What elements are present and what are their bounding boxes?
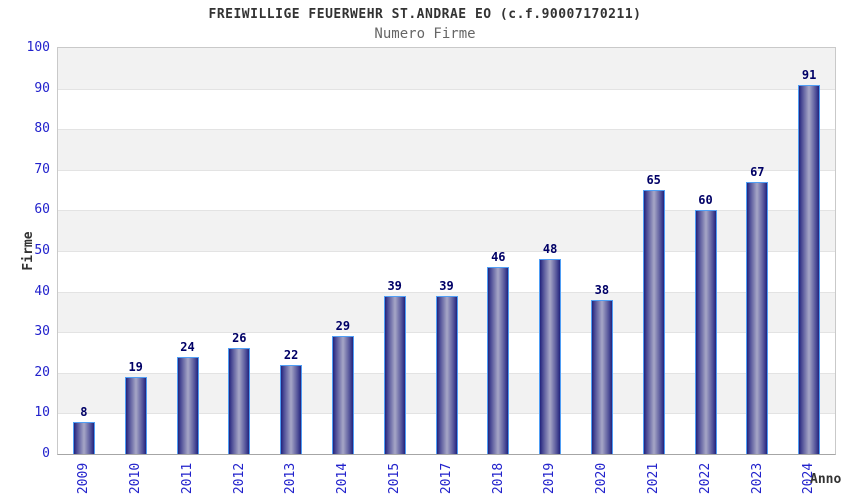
x-tick: 2015	[373, 457, 417, 499]
bar-2009	[72, 421, 95, 454]
x-tick: 2019	[528, 457, 572, 499]
x-tick-label: 2014	[335, 462, 351, 494]
bar-2024	[798, 84, 821, 454]
bar-2017	[435, 295, 458, 454]
bar-value-label: 26	[232, 331, 247, 346]
x-tick-label: 2018	[490, 462, 506, 494]
y-tick-label: 50	[34, 243, 50, 258]
grid-band	[58, 48, 835, 89]
grid-band	[58, 169, 835, 211]
bar-2023	[746, 181, 769, 454]
y-tick-label: 0	[42, 446, 50, 461]
x-tick: 2010	[114, 457, 158, 499]
x-tick-label: 2020	[594, 462, 610, 494]
chart-subtitle: Numero Firme	[374, 26, 476, 42]
x-axis-title: Anno	[810, 472, 842, 487]
x-tick-label: 2022	[698, 462, 713, 494]
x-tick: 2023	[735, 457, 779, 499]
x-tick: 2011	[166, 457, 210, 499]
plot-area: 8 19 24 26 22 29 39 39 46 48 38 65 60 67 91	[57, 47, 836, 455]
x-tick: 2020	[580, 457, 624, 499]
x-tick-label: 2013	[283, 462, 299, 494]
y-tick-label: 80	[34, 121, 50, 137]
x-tick: 2014	[321, 457, 365, 499]
bar-value-label: 24	[180, 339, 195, 354]
x-tick: 2018	[476, 457, 520, 499]
y-tick-label: 90	[34, 80, 50, 96]
bar-value-label: 60	[698, 193, 713, 208]
bar-value-label: 39	[387, 278, 402, 293]
bar-2022	[694, 210, 717, 454]
grid-band	[58, 210, 835, 251]
x-tick: 2021	[632, 457, 676, 499]
bar-2021	[642, 190, 665, 454]
y-tick-label: 20	[34, 364, 50, 380]
bar-value-label: 48	[542, 242, 558, 257]
bar-value-label: 46	[491, 250, 506, 265]
x-tick-label: 2021	[646, 462, 662, 494]
y-tick-label: 40	[34, 283, 50, 299]
bar-value-label: 22	[283, 347, 299, 362]
y-tick-label: 70	[34, 161, 50, 177]
x-tick-label: 2015	[387, 462, 403, 494]
x-tick-label: 2019	[542, 462, 558, 494]
x-tick: 2022	[684, 457, 728, 499]
x-tick-label: 2009	[76, 462, 92, 494]
bar-2011	[176, 356, 199, 454]
grid-band	[58, 88, 835, 130]
bar-2018	[487, 267, 510, 454]
bar-2012	[228, 348, 251, 454]
x-tick: 2012	[217, 457, 261, 499]
bar-value-label: 39	[439, 278, 454, 293]
bar-2015	[383, 295, 406, 454]
bar-2014	[331, 336, 354, 454]
x-tick-label: 2011	[180, 462, 195, 494]
bar-value-label: 38	[594, 282, 610, 297]
x-tick: 2009	[62, 457, 106, 499]
x-tick: 2017	[425, 457, 469, 499]
x-tick-label: 2017	[439, 462, 454, 494]
bar-value-label: 65	[646, 173, 661, 188]
bar-value-label: 8	[80, 404, 88, 419]
x-tick-label: 2023	[749, 462, 765, 494]
grid-band	[58, 129, 835, 170]
bar-2013	[280, 364, 303, 454]
x-tick-label: 2010	[128, 462, 144, 494]
bar-value-label: 29	[335, 319, 351, 334]
bar-value-label: 91	[801, 67, 817, 82]
y-tick-label: 10	[34, 405, 50, 421]
bar-value-label: 67	[750, 164, 765, 179]
bar-2010	[124, 376, 147, 454]
x-tick: 2013	[269, 457, 313, 499]
y-tick-label: 100	[26, 40, 50, 55]
bar-2020	[590, 299, 613, 454]
y-tick-label: 30	[34, 324, 50, 340]
bar-value-label: 19	[128, 359, 143, 374]
chart-title: FREIWILLIGE FEUERWEHR ST.ANDRAE EO (c.f.…	[208, 7, 642, 22]
bar-2019	[539, 259, 562, 454]
x-tick-label: 2012	[231, 462, 247, 494]
y-tick-label: 60	[34, 202, 50, 218]
